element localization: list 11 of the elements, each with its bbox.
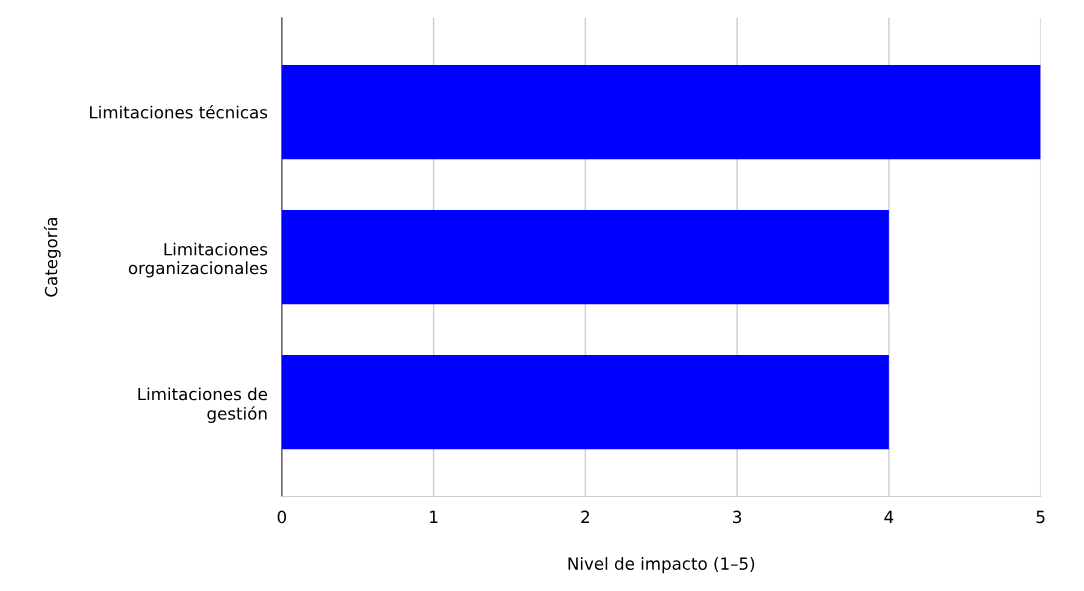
y-axis-title: Categoría bbox=[43, 218, 61, 297]
x-tick-label: 0 bbox=[277, 510, 287, 524]
x-tick-label: 2 bbox=[581, 510, 589, 523]
y-tick-label: Limitaciones de gestión bbox=[138, 387, 268, 424]
x-tick-label: 3 bbox=[733, 510, 742, 524]
y-tick-label: Limitaciones organizacionales bbox=[128, 242, 268, 278]
x-tick-label: 4 bbox=[884, 510, 894, 523]
x-tick-label: 5 bbox=[1036, 510, 1045, 524]
y-tick-label: Limitaciones técnicas bbox=[90, 105, 268, 119]
x-axis-title: Nivel de impacto (1–5) bbox=[568, 557, 755, 574]
x-tick-label: 1 bbox=[430, 510, 438, 523]
